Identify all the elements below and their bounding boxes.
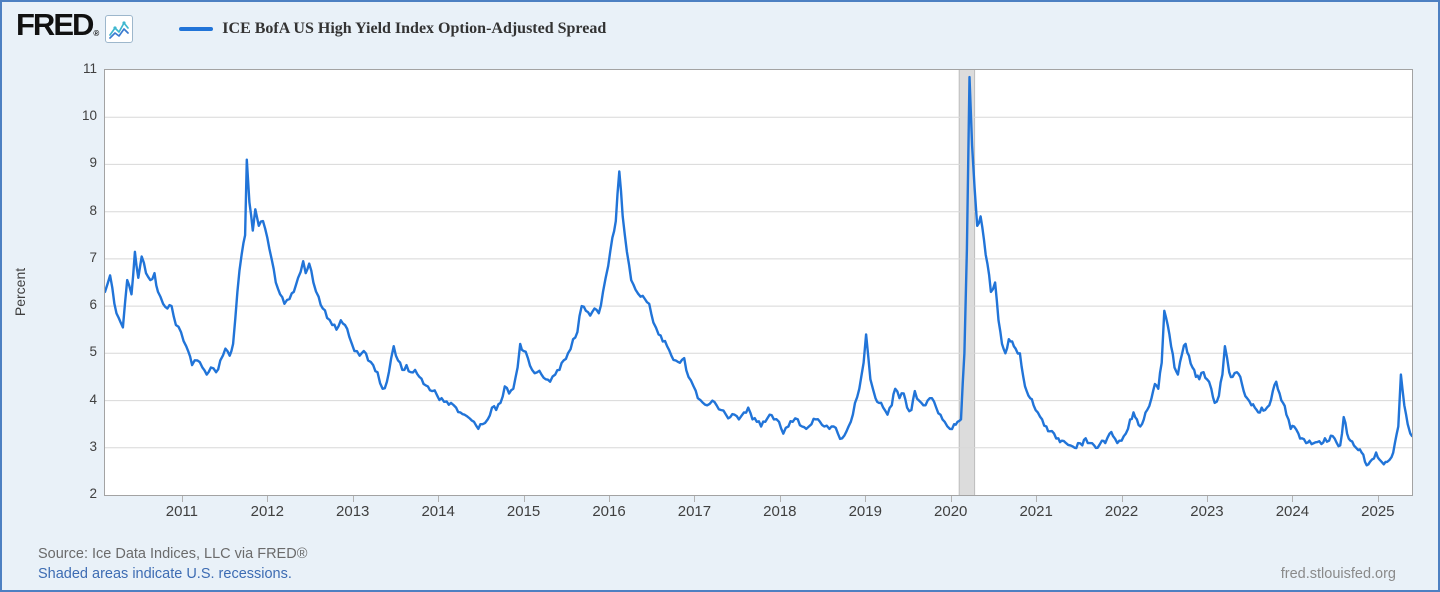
x-tick-label: 2020 <box>934 503 968 520</box>
y-tick-label: 3 <box>89 438 97 454</box>
legend: ICE BofA US High Yield Index Option-Adju… <box>179 20 606 38</box>
recessions-note-link[interactable]: Shaded areas indicate U.S. recessions. <box>38 566 292 582</box>
legend-line-swatch <box>179 27 214 31</box>
x-tick-mark <box>779 496 781 502</box>
y-axis-title: Percent <box>12 267 28 317</box>
x-tick-mark <box>609 496 610 502</box>
y-tick-label: 4 <box>89 391 97 407</box>
x-tick-mark <box>267 496 269 502</box>
x-tick-label: 2025 <box>1361 503 1395 520</box>
x-tick-mark <box>694 496 696 502</box>
y-tick-label: 8 <box>89 202 97 218</box>
y-tick-label: 7 <box>89 249 97 265</box>
y-tick-label: 2 <box>89 486 97 501</box>
x-tick-mark <box>438 496 440 502</box>
source-attribution: Source: Ice Data Indices, LLC via FRED® <box>38 546 308 562</box>
series-line <box>105 75 1412 467</box>
site-url: fred.stlouisfed.org <box>1280 566 1396 582</box>
y-tick-label: 11 <box>82 61 97 76</box>
x-tick-mark <box>523 496 525 502</box>
legend-series-label: ICE BofA US High Yield Index Option-Adju… <box>222 20 607 37</box>
x-tick-mark <box>1292 496 1294 502</box>
fred-logo-text: FRED <box>16 7 94 42</box>
x-tick-label: 2017 <box>677 503 712 520</box>
x-tick-label: 2022 <box>1104 503 1139 520</box>
x-tick-label: 2024 <box>1275 503 1310 520</box>
x-tick-mark <box>1121 496 1123 502</box>
x-tick-mark <box>181 496 183 502</box>
graph-header: FRED® ICE BofA US High Yield Index Optio… <box>16 7 606 48</box>
chart-canvas <box>105 70 1412 495</box>
x-tick-label: 2016 <box>592 503 626 520</box>
y-tick-label: 9 <box>89 155 97 171</box>
x-tick-label: 2012 <box>250 503 284 520</box>
x-tick-label: 2019 <box>848 503 882 520</box>
x-tick-mark <box>950 496 952 502</box>
fred-logo[interactable]: FRED® <box>16 7 100 48</box>
x-tick-label: 2013 <box>336 503 370 520</box>
x-tick-mark <box>1377 496 1379 502</box>
y-tick-label: 6 <box>89 297 97 313</box>
x-tick-label: 2014 <box>421 503 455 520</box>
x-tick-label: 2011 <box>165 503 198 520</box>
sparkline-icon <box>109 21 130 39</box>
registered-mark: ® <box>93 29 100 38</box>
y-tick-label: 5 <box>89 344 97 360</box>
x-tick-label: 2021 <box>1019 503 1053 520</box>
x-tick-label: 2023 <box>1190 503 1224 520</box>
y-tick-label: 10 <box>81 108 97 124</box>
plot-area[interactable] <box>104 69 1413 496</box>
x-tick-label: 2018 <box>763 503 797 520</box>
x-tick-mark <box>1036 496 1038 502</box>
x-tick-label: 2015 <box>506 503 541 520</box>
fred-graph-icon <box>105 15 134 43</box>
x-tick-mark <box>865 496 867 502</box>
x-tick-mark <box>1206 496 1208 502</box>
x-tick-mark <box>352 496 354 502</box>
